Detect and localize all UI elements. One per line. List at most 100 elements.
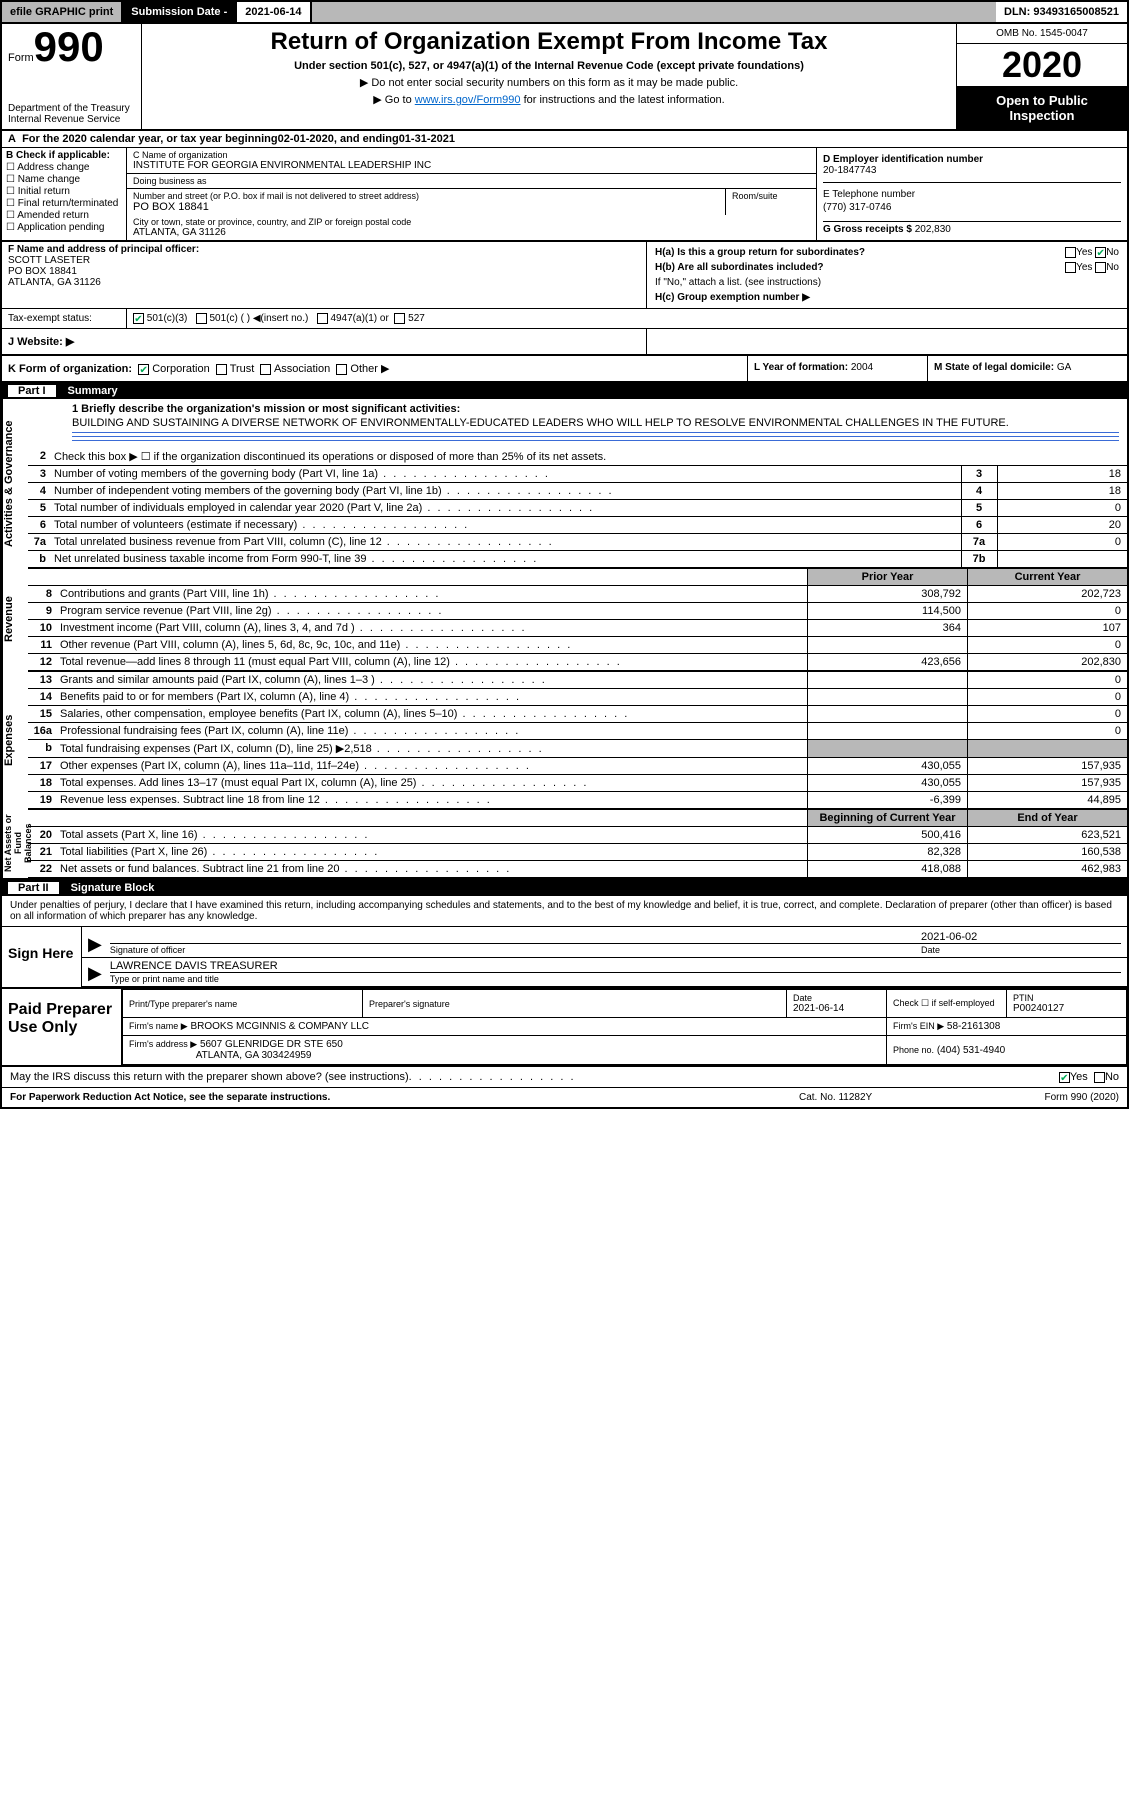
sign-here-label: Sign Here — [2, 927, 82, 987]
row-tbl-net-21: 21Total liabilities (Part X, line 26)82,… — [28, 844, 1127, 861]
officer-addr1: PO BOX 18841 — [8, 266, 640, 277]
row-tbl-net-22: 22Net assets or fund balances. Subtract … — [28, 861, 1127, 878]
k-label: K Form of organization: — [8, 363, 132, 375]
row-tbl-exp-16a: 16aProfessional fundraising fees (Part I… — [28, 723, 1127, 740]
efile-button[interactable]: efile GRAPHIC print — [2, 2, 123, 22]
row-tbl-exp-b: bTotal fundraising expenses (Part IX, co… — [28, 740, 1127, 758]
prep-date: 2021-06-14 — [793, 1003, 880, 1014]
chk-final-return[interactable]: ☐ Final return/terminated — [6, 198, 122, 209]
row-tbl-exp-17: 17Other expenses (Part IX, column (A), l… — [28, 758, 1127, 775]
section-bcd: B Check if applicable: ☐ Address change … — [2, 148, 1127, 242]
ha-no-box[interactable] — [1095, 247, 1106, 258]
discuss-no-label: No — [1105, 1071, 1119, 1083]
chk-4947[interactable] — [317, 313, 328, 324]
gross-cell: G Gross receipts $ 202,830 — [823, 224, 1121, 235]
net-body: Beginning of Current Year End of Year 20… — [28, 809, 1127, 878]
opt-corp: Corporation — [152, 363, 209, 375]
street-label: Number and street (or P.O. box if mail i… — [133, 191, 719, 201]
l-value: 2004 — [851, 362, 873, 373]
ptin-value: P00240127 — [1013, 1003, 1120, 1014]
hb-no-box[interactable] — [1095, 262, 1106, 273]
ein-cell: D Employer identification number 20-1847… — [823, 150, 1121, 183]
website-label: J Website: ▶ — [2, 329, 647, 354]
row-ag-6: 6Total number of volunteers (estimate if… — [28, 517, 1127, 534]
ha-label: H(a) Is this a group return for subordin… — [655, 247, 865, 258]
tax-year: 2020 — [957, 44, 1127, 87]
row-ag-2: 2Check this box ▶ ☐ if the organization … — [28, 448, 1127, 466]
m-value: GA — [1057, 362, 1071, 373]
ein-label: D Employer identification number — [823, 154, 1121, 165]
chk-address-change[interactable]: ☐ Address change — [6, 162, 122, 173]
l-label: L Year of formation: — [754, 362, 848, 373]
table-activities: 2Check this box ▶ ☐ if the organization … — [28, 448, 1127, 568]
discuss-yes-box[interactable] — [1059, 1072, 1070, 1083]
hb-note: If "No," attach a list. (see instruction… — [655, 276, 1119, 289]
chk-pending[interactable]: ☐ Application pending — [6, 222, 122, 233]
prior-year-hdr: Prior Year — [807, 569, 967, 585]
note-link: Go to www.irs.gov/Form990 for instructio… — [152, 93, 946, 106]
sig-officer-cell: Signature of officer — [110, 929, 921, 955]
row-tbl-exp-19: 19Revenue less expenses. Subtract line 1… — [28, 792, 1127, 809]
underline-1 — [72, 432, 1119, 433]
row-tbl-exp-14: 14Benefits paid to or for members (Part … — [28, 689, 1127, 706]
hb-yes-box[interactable] — [1065, 262, 1076, 273]
chk-other[interactable] — [336, 364, 347, 375]
opt-assoc: Association — [274, 363, 330, 375]
footer-left: For Paperwork Reduction Act Notice, see … — [10, 1092, 799, 1103]
ha-yes-box[interactable] — [1065, 247, 1076, 258]
chk-amended[interactable]: ☐ Amended return — [6, 210, 122, 221]
sign-block: Sign Here ▶ Signature of officer 2021-06… — [2, 926, 1127, 987]
phone-cell: E Telephone number (770) 317-0746 — [823, 183, 1121, 222]
website-right — [647, 329, 1127, 354]
preparer-right: Print/Type preparer's name Preparer's si… — [122, 989, 1127, 1065]
part1-title: Summary — [68, 385, 118, 397]
chk-name-change[interactable]: ☐ Name change — [6, 174, 122, 185]
net-section: Net Assets or Fund Balances Beginning of… — [2, 809, 1127, 878]
chk-527[interactable] — [394, 313, 405, 324]
chk-trust[interactable] — [216, 364, 227, 375]
revenue-body: Prior Year Current Year 8Contributions a… — [28, 568, 1127, 671]
dln-value: 93493165008521 — [1033, 6, 1119, 18]
officer-cell: F Name and address of principal officer:… — [2, 242, 647, 308]
chk-501c[interactable] — [196, 313, 207, 324]
check-self-label: Check ☐ if self-employed — [893, 998, 1000, 1009]
irs-link[interactable]: www.irs.gov/Form990 — [415, 94, 521, 106]
city-value: ATLANTA, GA 31126 — [133, 227, 810, 238]
street-cell: Number and street (or P.O. box if mail i… — [127, 189, 726, 215]
form-container: efile GRAPHIC print Submission Date - 20… — [0, 0, 1129, 1109]
sig-arrow-2: ▶ — [88, 963, 102, 984]
part1-header: Part I Summary — [2, 383, 1127, 399]
part1-body: Activities & Governance 1 Briefly descri… — [2, 399, 1127, 880]
net-header: Beginning of Current Year End of Year — [28, 810, 1127, 827]
discuss-no-box[interactable] — [1094, 1072, 1105, 1083]
header: Form 990 Department of the Treasury Inte… — [2, 24, 1127, 131]
header-left: Form 990 Department of the Treasury Inte… — [2, 24, 142, 129]
opt-501c: 501(c) ( ) ◀(insert no.) — [209, 313, 308, 324]
firm-ein-label: Firm's EIN ▶ — [893, 1021, 944, 1031]
section-fgh: F Name and address of principal officer:… — [2, 242, 1127, 309]
sig-date-label: Date — [921, 943, 1121, 955]
chk-501c3[interactable] — [133, 313, 144, 324]
pycy-header: Prior Year Current Year — [28, 569, 1127, 586]
row-ag-7a: 7aTotal unrelated business revenue from … — [28, 534, 1127, 551]
chk-corp[interactable] — [138, 364, 149, 375]
firm-name-label: Firm's name ▶ — [129, 1021, 188, 1031]
activities-content: 1 Briefly describe the organization's mi… — [28, 399, 1127, 568]
row-ag-3: 3Number of voting members of the governi… — [28, 466, 1127, 483]
chk-pending-label: Application pending — [17, 222, 104, 233]
b-label: B Check if applicable: — [6, 150, 122, 161]
hb-label: H(b) Are all subordinates included? — [655, 262, 824, 273]
room-cell: Room/suite — [726, 189, 816, 215]
part1-num: Part I — [8, 385, 56, 397]
chk-initial-return[interactable]: ☐ Initial return — [6, 186, 122, 197]
period-a: A — [8, 133, 16, 145]
website-row: J Website: ▶ — [2, 329, 1127, 356]
opt-527: 527 — [408, 313, 425, 324]
chk-assoc[interactable] — [260, 364, 271, 375]
print-name-label: Print/Type preparer's name — [129, 999, 356, 1009]
declaration: Under penalties of perjury, I declare th… — [2, 896, 1127, 926]
firm-addr-label: Firm's address ▶ — [129, 1039, 197, 1049]
firm-name: BROOKS MCGINNIS & COMPANY LLC — [190, 1021, 369, 1032]
activities-section: Activities & Governance 1 Briefly descri… — [2, 399, 1127, 568]
row-tbl-rev-8: 8Contributions and grants (Part VIII, li… — [28, 586, 1127, 603]
